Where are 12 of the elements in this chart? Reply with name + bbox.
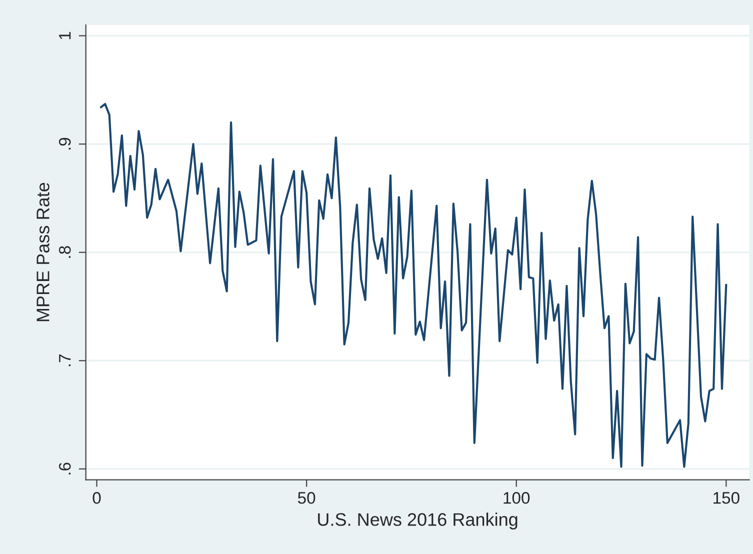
y-axis-title: MPRE Pass Rate — [36, 182, 50, 322]
y-tick-label: .9 — [58, 138, 71, 150]
x-tick-label: 100 — [504, 492, 530, 504]
y-tick-label: .6 — [58, 462, 71, 474]
y-tick-label: 1 — [59, 32, 71, 40]
x-tick-label: 0 — [92, 492, 101, 504]
x-tick-label: 150 — [714, 492, 740, 504]
x-axis-title: U.S. News 2016 Ranking — [318, 512, 518, 530]
y-tick-label: .7 — [59, 354, 71, 366]
y-tick-label: .8 — [58, 246, 71, 258]
x-tick-label: 50 — [298, 492, 316, 504]
line-series — [100, 102, 728, 468]
